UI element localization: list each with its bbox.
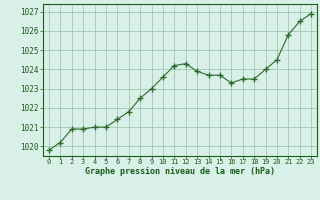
X-axis label: Graphe pression niveau de la mer (hPa): Graphe pression niveau de la mer (hPa)	[85, 167, 275, 176]
